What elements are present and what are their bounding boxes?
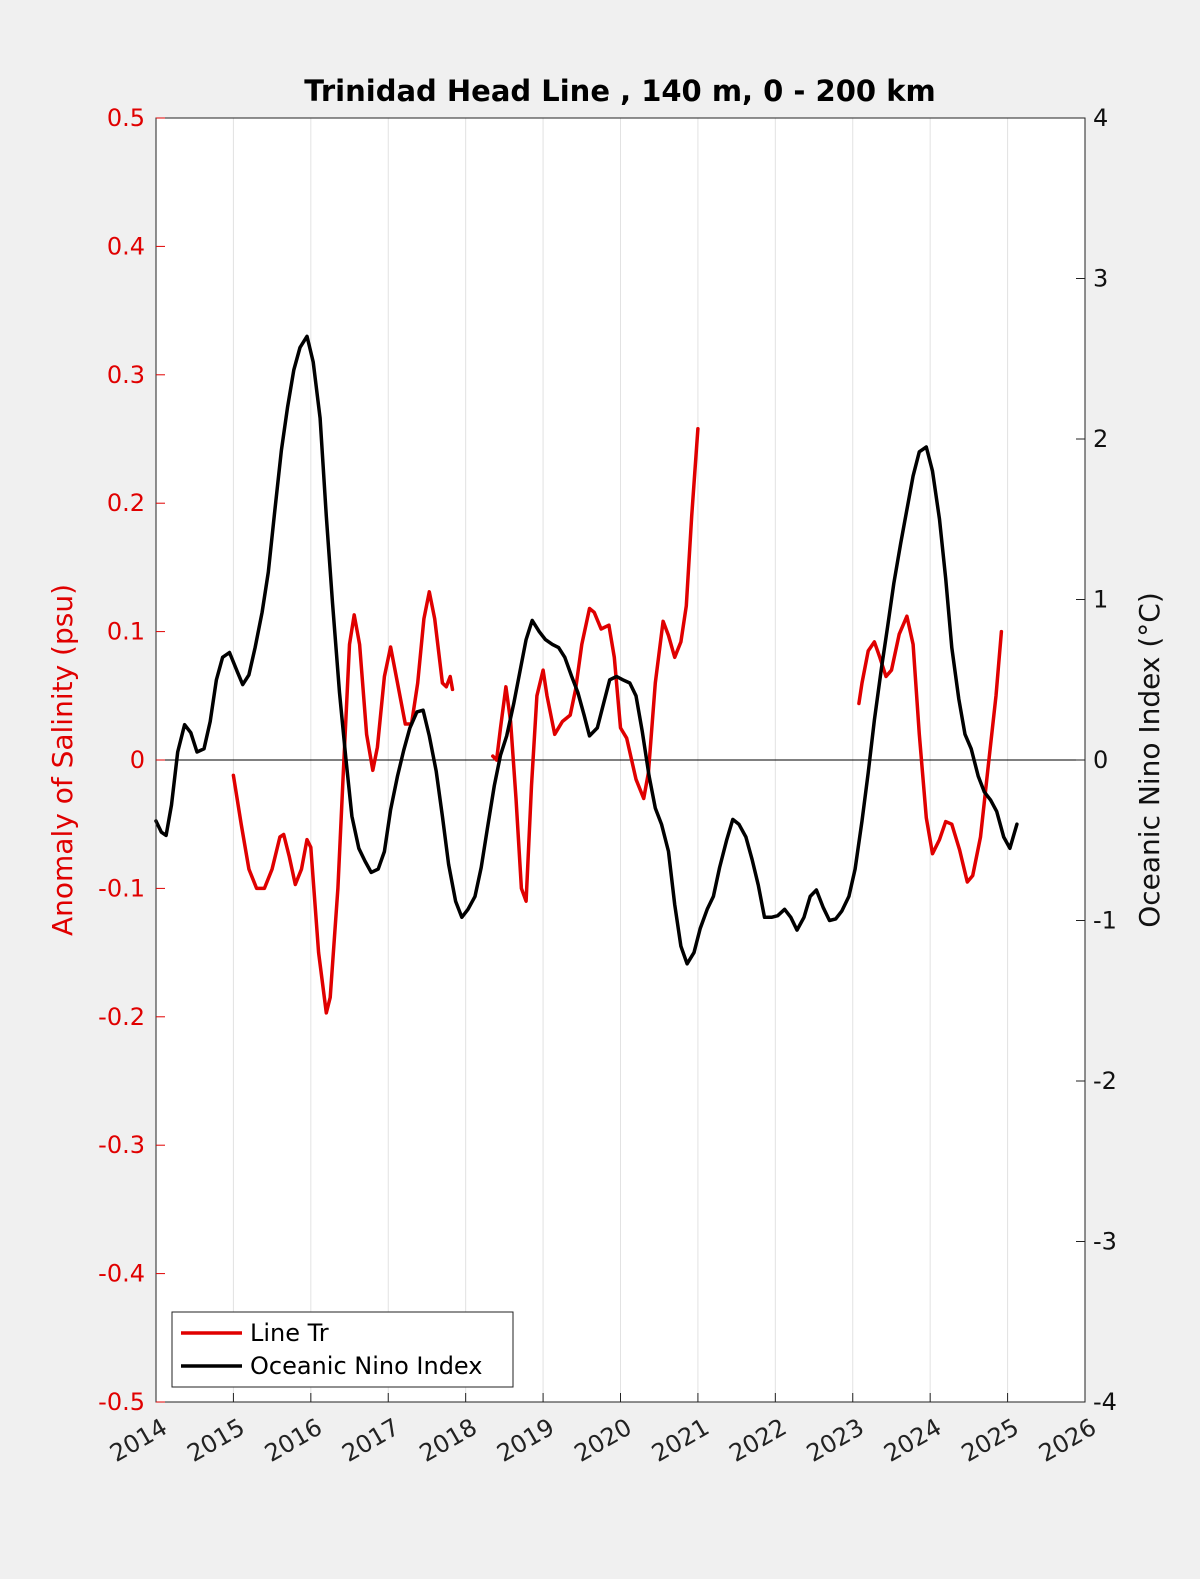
x-tick-label: 2018: [415, 1413, 482, 1468]
left-tick-label: -0.1: [98, 874, 145, 902]
x-tick-label: 2017: [337, 1413, 404, 1468]
right-axis-label: Oceanic Nino Index (°C): [1133, 592, 1166, 928]
x-tick-label: 2015: [183, 1413, 250, 1468]
x-tick-label: 2025: [957, 1413, 1024, 1468]
oni-series-segment-0: [154, 334, 1019, 966]
right-tick-label: -2: [1093, 1067, 1117, 1095]
left-tick-label: -0.4: [98, 1260, 145, 1288]
right-tick-label: -1: [1093, 907, 1117, 935]
line-tr-series-segment-2: [857, 614, 1004, 884]
left-axis-label: Anomaly of Salinity (psu): [46, 584, 79, 936]
left-tick-label: -0.5: [98, 1388, 145, 1416]
legend-box: [171, 1311, 514, 1388]
x-tick-label: 2019: [492, 1413, 559, 1468]
legend-label-oni: Oceanic Nino Index: [250, 1352, 482, 1380]
right-tick-label: 0: [1093, 746, 1108, 774]
x-tick-label: 2016: [260, 1413, 327, 1468]
left-tick-label: 0: [130, 746, 145, 774]
x-tick-label: 2014: [105, 1413, 172, 1468]
right-tick-label: 2: [1093, 425, 1108, 453]
left-tick-label: 0.5: [107, 104, 145, 132]
x-tick-label: 2022: [724, 1413, 791, 1468]
right-tick-label: -3: [1093, 1228, 1117, 1256]
x-tick-label: 2020: [570, 1413, 637, 1468]
left-tick-label: -0.2: [98, 1003, 145, 1031]
x-tick-label: 2024: [879, 1413, 946, 1468]
right-tick-label: 4: [1093, 104, 1108, 132]
chart-title: Trinidad Head Line , 140 m, 0 - 200 km: [304, 74, 935, 108]
series-layer: [154, 334, 1019, 1015]
legend: Line Tr Oceanic Nino Index: [171, 1311, 514, 1388]
left-tick-label: 0.1: [107, 618, 145, 646]
left-tick-label: 0.4: [107, 232, 145, 260]
x-tick-label: 2021: [647, 1413, 714, 1468]
left-tick-label: -0.3: [98, 1131, 145, 1159]
right-tick-label: -4: [1093, 1388, 1117, 1416]
left-tick-label: 0.3: [107, 361, 145, 389]
right-tick-label: 3: [1093, 265, 1108, 293]
right-tick-label: 1: [1093, 586, 1108, 614]
legend-label-line-tr: Line Tr: [250, 1319, 329, 1347]
x-tick-label: 2026: [1034, 1413, 1101, 1468]
line-tr-series-segment-1: [491, 426, 700, 903]
left-tick-label: 0.2: [107, 489, 145, 517]
line-tr-series-segment-0: [231, 590, 455, 1015]
x-tick-label: 2023: [802, 1413, 869, 1468]
